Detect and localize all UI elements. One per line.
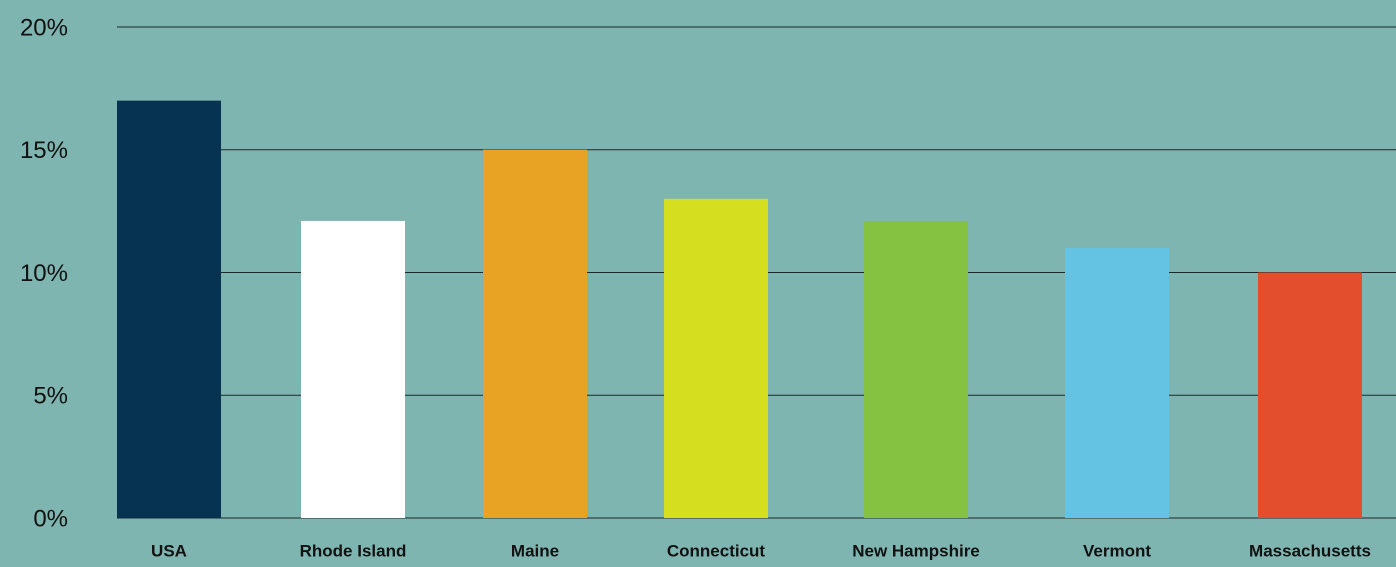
bar	[301, 220, 405, 518]
bar	[117, 100, 221, 519]
bar	[1258, 272, 1362, 518]
y-tick-label: 0%	[33, 505, 68, 532]
y-tick-label: 20%	[20, 14, 68, 41]
bar	[664, 198, 768, 518]
x-tick-label: New Hampshire	[852, 541, 980, 560]
x-tick-label: Massachusetts	[1249, 541, 1371, 560]
x-tick-label: Rhode Island	[300, 541, 407, 560]
x-tick-label: Connecticut	[667, 541, 766, 560]
x-tick-label: Vermont	[1083, 541, 1151, 560]
y-tick-label: 10%	[20, 260, 68, 287]
y-tick-label: 5%	[33, 383, 68, 410]
x-tick-label: USA	[151, 541, 187, 560]
bar	[1065, 247, 1169, 518]
bar	[483, 149, 587, 518]
x-tick-label: Maine	[511, 541, 559, 560]
bar	[864, 220, 968, 518]
y-tick-label: 15%	[20, 137, 68, 164]
